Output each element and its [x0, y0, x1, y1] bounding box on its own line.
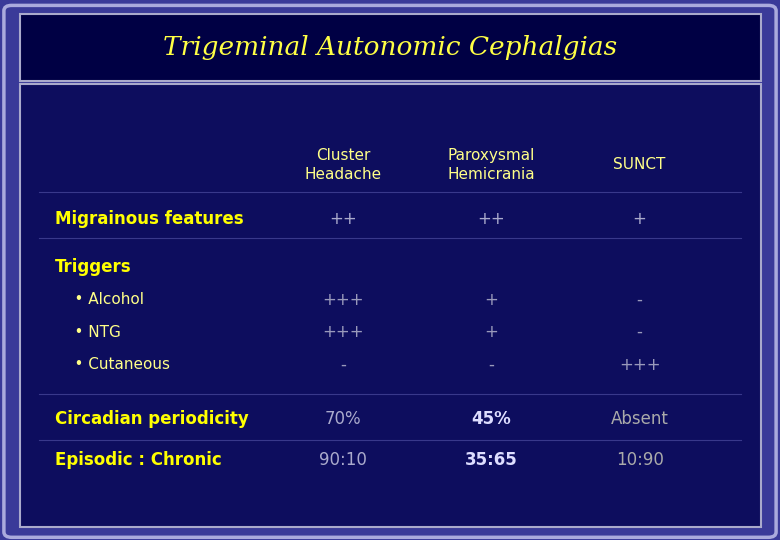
Text: 35:65: 35:65: [465, 451, 518, 469]
Text: +++: +++: [322, 323, 364, 341]
Text: +++: +++: [322, 291, 364, 309]
Text: -: -: [340, 355, 346, 374]
Text: +: +: [633, 210, 647, 228]
Text: Absent: Absent: [611, 409, 668, 428]
FancyBboxPatch shape: [20, 14, 760, 81]
Text: -: -: [636, 323, 643, 341]
Text: Migrainous features: Migrainous features: [55, 210, 243, 228]
Text: Paroxysmal
Hemicrania: Paroxysmal Hemicrania: [448, 148, 535, 181]
Text: 45%: 45%: [472, 409, 511, 428]
Text: 10:90: 10:90: [615, 451, 664, 469]
Text: -: -: [636, 291, 643, 309]
Text: ++: ++: [477, 210, 505, 228]
Text: • Alcohol: • Alcohol: [55, 292, 144, 307]
FancyBboxPatch shape: [20, 84, 760, 526]
Text: SUNCT: SUNCT: [613, 157, 666, 172]
Text: 90:10: 90:10: [319, 451, 367, 469]
Text: +++: +++: [619, 355, 661, 374]
Text: ++: ++: [329, 210, 357, 228]
Text: -: -: [488, 355, 495, 374]
Text: Triggers: Triggers: [55, 258, 131, 276]
Text: +: +: [484, 323, 498, 341]
Text: +: +: [484, 291, 498, 309]
Text: Episodic : Chronic: Episodic : Chronic: [55, 451, 222, 469]
Text: 70%: 70%: [325, 409, 361, 428]
Text: • NTG: • NTG: [55, 325, 120, 340]
FancyBboxPatch shape: [4, 5, 776, 537]
Text: Cluster
Headache: Cluster Headache: [305, 148, 381, 181]
Text: • Cutaneous: • Cutaneous: [55, 357, 169, 372]
Text: Circadian periodicity: Circadian periodicity: [55, 409, 248, 428]
Text: Trigeminal Autonomic Cephalgias: Trigeminal Autonomic Cephalgias: [163, 35, 617, 60]
